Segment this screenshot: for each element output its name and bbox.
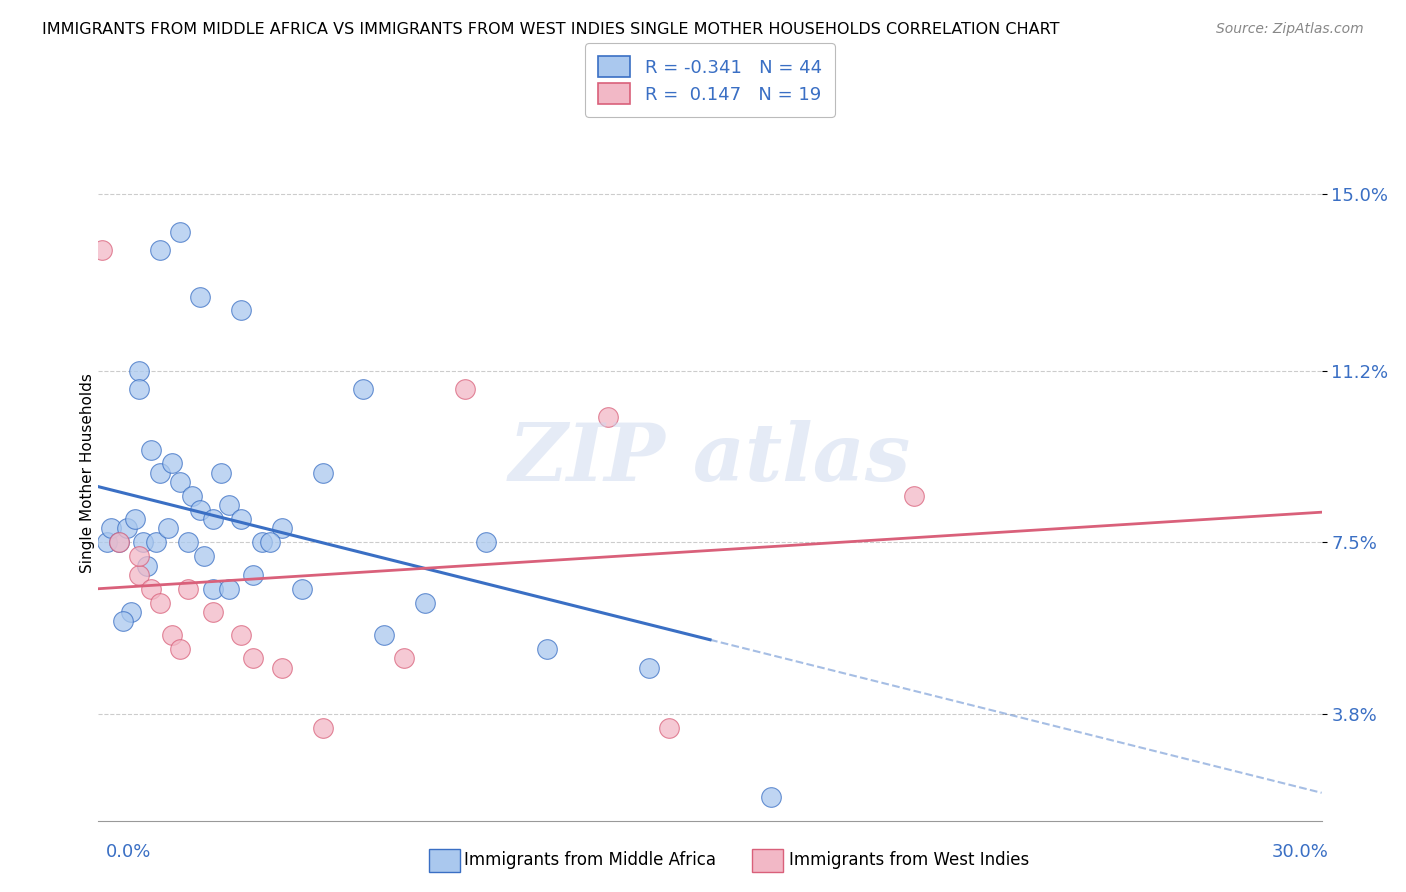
Point xyxy=(160,628,183,642)
Point xyxy=(128,549,150,564)
Point xyxy=(291,582,314,596)
Point xyxy=(201,582,224,596)
Point xyxy=(149,466,172,480)
Point xyxy=(181,489,204,503)
Point xyxy=(231,628,253,642)
Point xyxy=(156,521,179,535)
Point xyxy=(136,558,159,573)
Point xyxy=(596,410,619,425)
Point xyxy=(145,535,167,549)
Point xyxy=(108,535,131,549)
Text: ZIP atlas: ZIP atlas xyxy=(509,420,911,498)
Point xyxy=(108,535,131,549)
Point xyxy=(188,503,212,517)
Legend: R = -0.341   N = 44, R =  0.147   N = 19: R = -0.341 N = 44, R = 0.147 N = 19 xyxy=(585,44,835,117)
Y-axis label: Single Mother Households: Single Mother Households xyxy=(80,373,94,573)
Point xyxy=(193,549,215,564)
Point xyxy=(149,243,172,257)
Point xyxy=(242,651,264,665)
Text: Immigrants from Middle Africa: Immigrants from Middle Africa xyxy=(464,851,716,869)
Point xyxy=(270,521,294,535)
Point xyxy=(658,721,681,735)
Point xyxy=(759,790,782,805)
Point xyxy=(100,521,122,535)
Text: Source: ZipAtlas.com: Source: ZipAtlas.com xyxy=(1216,22,1364,37)
Point xyxy=(96,535,118,549)
Text: 0.0%: 0.0% xyxy=(105,843,150,861)
Point xyxy=(373,628,395,642)
Point xyxy=(177,582,200,596)
Point xyxy=(177,535,200,549)
Point xyxy=(111,614,134,628)
Point xyxy=(231,303,253,318)
Point xyxy=(536,642,558,657)
Text: IMMIGRANTS FROM MIDDLE AFRICA VS IMMIGRANTS FROM WEST INDIES SINGLE MOTHER HOUSE: IMMIGRANTS FROM MIDDLE AFRICA VS IMMIGRA… xyxy=(42,22,1060,37)
Point xyxy=(312,721,335,735)
Point xyxy=(91,243,114,257)
Point xyxy=(312,466,335,480)
Point xyxy=(128,567,150,582)
Text: 30.0%: 30.0% xyxy=(1272,843,1329,861)
Point xyxy=(160,457,183,471)
Point xyxy=(141,442,163,457)
Point xyxy=(141,582,163,596)
Point xyxy=(392,651,416,665)
Point xyxy=(637,660,661,674)
Point xyxy=(201,512,224,526)
Point xyxy=(250,535,273,549)
Point xyxy=(903,489,925,503)
Point xyxy=(413,596,436,610)
Point xyxy=(132,535,155,549)
Point xyxy=(169,642,191,657)
Point xyxy=(124,512,146,526)
Point xyxy=(474,535,498,549)
Point xyxy=(270,660,294,674)
Point xyxy=(169,225,191,239)
Point xyxy=(149,596,172,610)
Point xyxy=(209,466,232,480)
Point xyxy=(242,567,264,582)
Point xyxy=(120,605,142,619)
Text: Immigrants from West Indies: Immigrants from West Indies xyxy=(789,851,1029,869)
Point xyxy=(188,289,212,303)
Point xyxy=(201,605,224,619)
Point xyxy=(259,535,281,549)
Point xyxy=(231,512,253,526)
Point xyxy=(218,498,240,512)
Point xyxy=(218,582,240,596)
Point xyxy=(454,382,477,396)
Point xyxy=(352,382,374,396)
Point xyxy=(115,521,138,535)
Point xyxy=(128,382,150,396)
Point xyxy=(169,475,191,489)
Point xyxy=(128,364,150,378)
